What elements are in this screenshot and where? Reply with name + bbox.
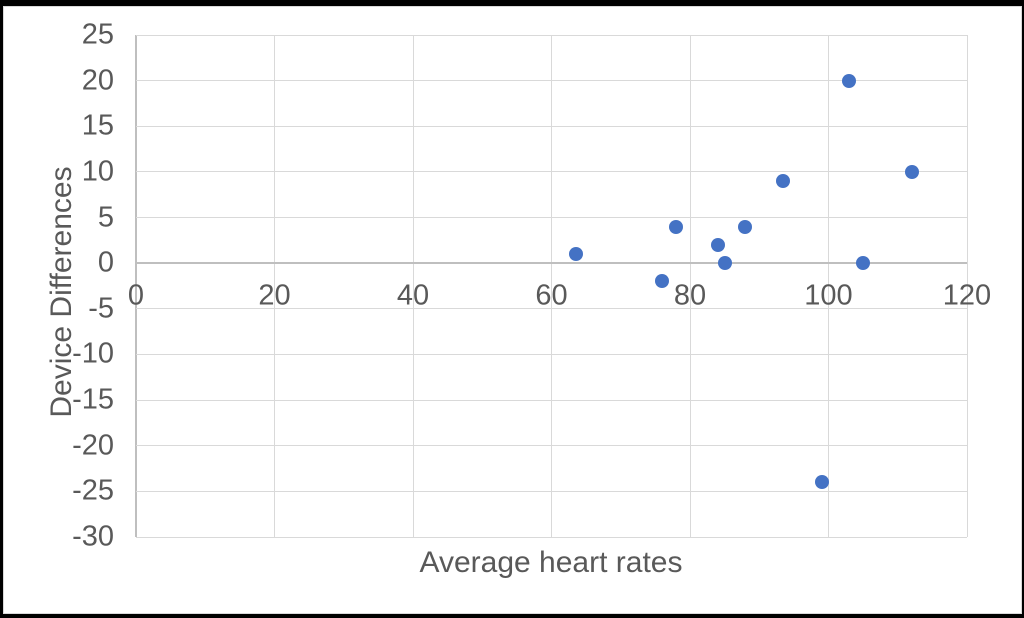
x-tick-label: 20 — [258, 279, 291, 312]
x-tick-label: 80 — [673, 279, 707, 312]
y-tick-label: 20 — [81, 64, 114, 97]
horizontal-gridline — [136, 34, 967, 36]
data-point — [717, 256, 732, 271]
vertical-gridline — [412, 35, 414, 537]
x-tick-label: 100 — [804, 279, 853, 312]
data-point — [738, 219, 753, 234]
horizontal-gridline — [136, 171, 967, 173]
data-point — [856, 256, 871, 271]
data-point — [904, 164, 919, 179]
y-tick-label: 15 — [81, 109, 114, 142]
horizontal-gridline — [136, 80, 967, 82]
x-tick-label: 60 — [535, 279, 568, 312]
x-tick-label: 120 — [942, 279, 992, 312]
horizontal-gridline — [136, 125, 967, 127]
vertical-gridline — [828, 35, 829, 537]
horizontal-gridline — [136, 536, 967, 538]
data-point — [710, 237, 725, 252]
vertical-gridline — [966, 35, 968, 537]
x-axis-line — [135, 35, 137, 537]
vertical-gridline — [689, 35, 691, 537]
y-tick-label: -25 — [72, 474, 114, 507]
data-point — [669, 219, 684, 234]
y-tick-label: -10 — [72, 337, 114, 370]
chart-background — [3, 6, 1022, 614]
y-tick-label: 10 — [81, 155, 114, 188]
x-tick-label: 40 — [396, 279, 430, 312]
horizontal-gridline — [136, 399, 967, 401]
y-tick-label: -5 — [88, 292, 114, 325]
horizontal-gridline — [136, 445, 967, 447]
horizontal-gridline — [136, 490, 967, 492]
y-tick-label: -30 — [72, 520, 114, 553]
y-tick-label: 25 — [81, 18, 114, 51]
y-tick-label: 5 — [97, 201, 114, 234]
horizontal-gridline — [136, 353, 967, 355]
data-point — [776, 174, 791, 189]
y-zero-axis-line — [136, 262, 967, 265]
horizontal-gridline — [136, 308, 967, 310]
y-tick-label: 0 — [97, 246, 114, 279]
y-tick-label: -15 — [72, 383, 114, 416]
vertical-gridline — [551, 35, 552, 537]
data-point — [842, 73, 857, 88]
vertical-gridline — [274, 35, 275, 537]
x-axis-title: Average heart rates — [419, 546, 683, 579]
y-tick-label: -20 — [72, 429, 114, 462]
horizontal-gridline — [136, 217, 967, 219]
data-point — [814, 475, 829, 490]
data-point — [568, 247, 583, 262]
data-point — [655, 274, 670, 289]
x-tick-label: 0 — [127, 279, 145, 312]
